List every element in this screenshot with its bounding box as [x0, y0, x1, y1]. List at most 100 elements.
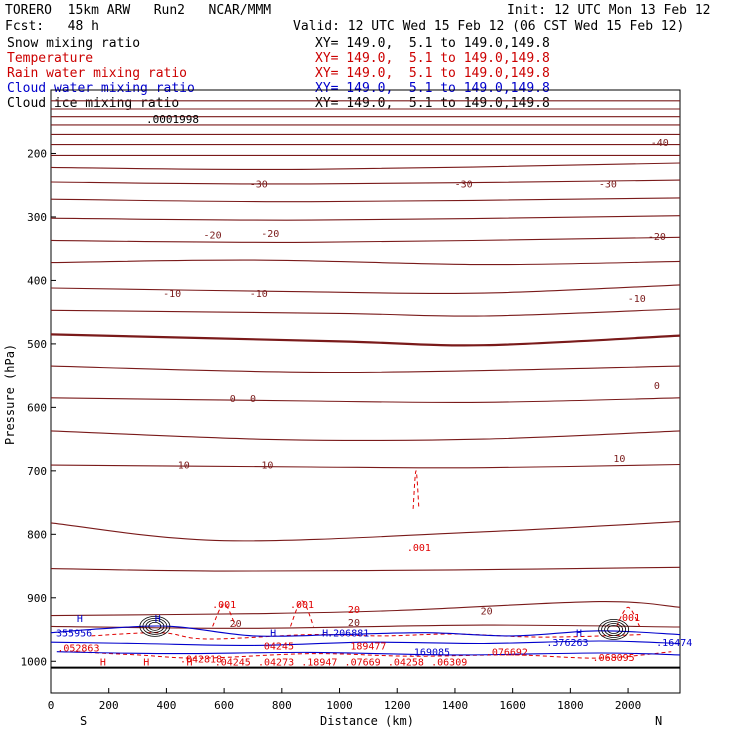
temperature-contour [50, 236, 681, 243]
temperature-contour [50, 521, 681, 542]
temperature-label: -10 [163, 289, 181, 300]
temperature-label: -30 [250, 179, 268, 190]
field-temperature-xy: XY= 149.0, 5.1 to 149.0,149.8 [315, 51, 550, 66]
temperature-contour [50, 601, 681, 617]
rain-water-label: .001 [616, 613, 640, 624]
rain-water-label: .06309 [431, 657, 467, 668]
rain-water-label: .042818 [180, 655, 222, 666]
temperature-contour [50, 397, 681, 403]
temperature-label: 0 [250, 394, 256, 405]
temperature-contour [50, 566, 681, 572]
temperature-label: 10 [178, 460, 190, 471]
rain-water-label: 04245 [264, 641, 294, 652]
cloud-water-label: 355956 [56, 629, 92, 640]
rain-water-contour [212, 603, 237, 627]
temperature-label: 10 [613, 454, 625, 465]
temperature-label: -10 [628, 294, 646, 305]
cloud-water-label: .206881 [327, 629, 369, 640]
temperature-contour [50, 308, 681, 317]
x-tick-label: 2000 [615, 699, 642, 712]
rain-water-label: 20 [348, 605, 360, 616]
x-tick-label: 1000 [326, 699, 353, 712]
field-temperature-name: Temperature [7, 51, 94, 66]
cloud-ice-contour [145, 619, 165, 633]
temperature-label: 20 [230, 619, 242, 630]
temperature-label: -20 [261, 229, 279, 240]
y-tick-label: 200 [27, 147, 47, 160]
cloud-ice-contour [607, 625, 621, 634]
cloud-water-label: H [322, 629, 328, 640]
temperature-label: -20 [204, 231, 222, 242]
x-tick-label: 600 [214, 699, 234, 712]
temperature-label: 20 [348, 618, 360, 629]
temperature-label: 20 [481, 606, 493, 617]
header-model: TORERO 15km ARW Run2 NCAR/MMM [5, 3, 272, 18]
cloud-water-contour [50, 640, 681, 646]
cloud-water-label: H [155, 614, 161, 625]
cloud-ice-contour [601, 621, 627, 638]
rain-water-contour [290, 600, 315, 627]
rain-water-label: .07669 [345, 657, 381, 668]
temperature-label: 10 [261, 460, 273, 471]
field-rain-name: Rain water mixing ratio [7, 66, 188, 81]
temperature-label: -10 [250, 289, 268, 300]
temperature-contour [50, 162, 681, 171]
rain-water-contour [74, 651, 672, 659]
temperature-contour [50, 333, 681, 347]
cloud-ice-contour [148, 621, 162, 631]
rain-water-contour [616, 606, 641, 627]
temperature-contour [50, 197, 681, 203]
field-snow-name: Snow mixing ratio [7, 36, 141, 51]
y-tick-label: 400 [27, 274, 47, 287]
rain-water-label: H [100, 657, 106, 668]
cloud-ice-contour [142, 617, 168, 635]
y-tick-label: 500 [27, 338, 47, 351]
temperature-contour [50, 259, 681, 266]
rain-water-label: .076692 [486, 648, 528, 659]
y-tick-label: 800 [27, 528, 47, 541]
field-cloudice-xy: XY= 149.0, 5.1 to 149.0,149.8 [315, 96, 550, 111]
temperature-contour [50, 284, 681, 295]
rain-water-label: .04258 [388, 657, 424, 668]
x-tick-label: 1400 [442, 699, 469, 712]
cloud-ice-contour [598, 619, 630, 640]
endpoint-left: S [80, 714, 87, 728]
y-tick-label: 300 [27, 211, 47, 224]
header-fcst: Fcst: 48 h [5, 19, 99, 34]
field-snow-xy: XY= 149.0, 5.1 to 149.0,149.8 [315, 36, 550, 51]
y-tick-label: 900 [27, 592, 47, 605]
header-valid: Valid: 12 UTC Wed 15 Feb 12 (06 CST Wed … [293, 19, 685, 34]
x-tick-label: 200 [99, 699, 119, 712]
temperature-contour [50, 463, 681, 469]
endpoint-right: N [655, 714, 662, 728]
x-tick-label: 400 [156, 699, 176, 712]
x-tick-label: 800 [272, 699, 292, 712]
temperature-contour [50, 365, 681, 374]
rain-water-label: .001 [212, 600, 236, 611]
temperature-label: -30 [599, 179, 617, 190]
x-axis-label: Distance (km) [320, 714, 414, 728]
temperature-contour [50, 430, 681, 442]
field-cloudwater-xy: XY= 149.0, 5.1 to 149.0,149.8 [315, 81, 550, 96]
rain-water-label: .001 [290, 600, 314, 611]
temperature-label: -40 [651, 138, 669, 149]
temperature-contour [50, 179, 681, 185]
cloud-water-label: H [270, 629, 276, 640]
rain-water-label: .052863 [57, 643, 99, 654]
x-tick-label: 1200 [384, 699, 411, 712]
x-tick-label: 0 [48, 699, 55, 712]
y-tick-label: 1000 [21, 655, 48, 668]
rain-water-label: .001 [407, 543, 431, 554]
y-axis-label: Pressure (hPa) [3, 344, 17, 445]
cloud-water-contour [50, 625, 681, 637]
rain-water-label: .18947 [301, 657, 337, 668]
header-init: Init: 12 UTC Mon 13 Feb 12 [507, 3, 711, 18]
rain-water-label: .04245 [215, 657, 251, 668]
cloud-ice-contour [604, 623, 624, 636]
cloud-water-label: H [576, 629, 582, 640]
rain-water-contour [412, 470, 420, 509]
cloud-water-label: .16474 [656, 638, 692, 649]
temperature-label: 0 [230, 394, 236, 405]
field-cloudice-name: Cloud ice mixing ratio [7, 96, 180, 111]
